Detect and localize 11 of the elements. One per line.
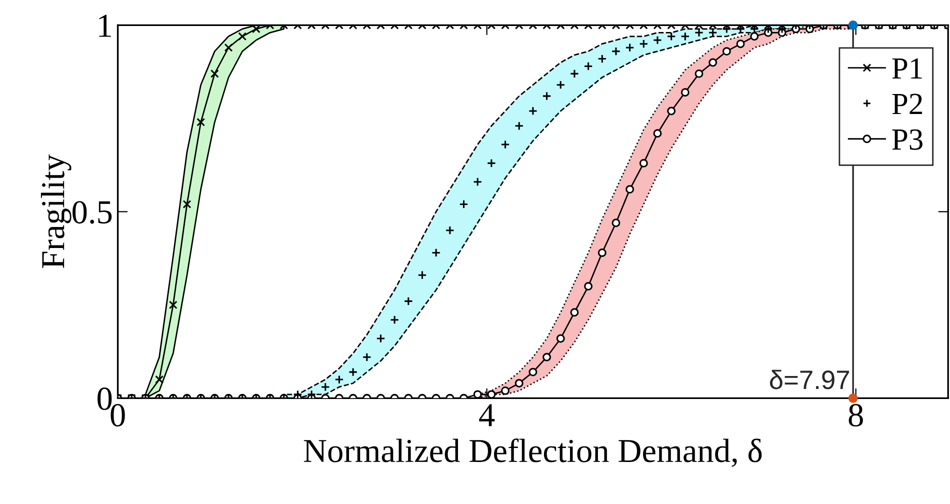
- y-axis-title: Fragility: [40, 154, 72, 268]
- y-tick-label: 0: [98, 388, 112, 410]
- y-tick-label: 0.5: [72, 201, 112, 224]
- legend-label: P1: [892, 58, 922, 78]
- ref-line-label: δ=7.97: [770, 370, 849, 390]
- x-axis-title: Normalized Deflection Demand, δ: [304, 438, 762, 468]
- x-tick-label: 4: [479, 404, 495, 426]
- x-tick-label: 8: [848, 404, 863, 426]
- legend-label: P2: [892, 94, 922, 114]
- y-tick-label: 1: [99, 14, 111, 37]
- legend-label: P3: [892, 129, 922, 150]
